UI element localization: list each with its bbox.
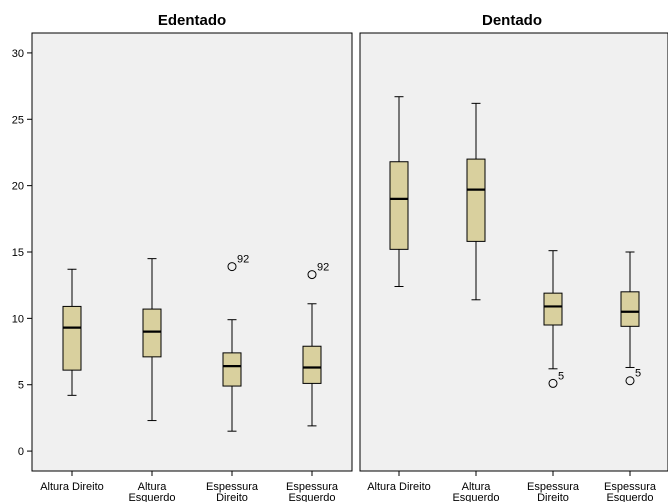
y-tick-label: 20	[12, 181, 24, 193]
y-tick-label: 0	[18, 446, 24, 458]
outlier-point	[625, 376, 635, 386]
panel-title: Dentado	[482, 12, 542, 29]
y-tick-label: 5	[18, 380, 24, 392]
box-iqr	[620, 291, 640, 327]
panel-background	[359, 32, 668, 472]
box-iqr	[543, 292, 563, 326]
outlier-label: 5	[558, 370, 564, 382]
category-label: Altura Direito	[40, 481, 104, 493]
box-iqr	[222, 352, 242, 387]
category-label: Direito	[537, 492, 569, 502]
outlier-point	[307, 270, 317, 280]
category-label: Espessura	[527, 481, 580, 493]
outlier-point	[227, 262, 237, 272]
category-label: Espessura	[286, 481, 339, 493]
panel-background	[31, 32, 353, 472]
category-label: Espessura	[206, 481, 259, 493]
outlier-label: 5	[635, 368, 641, 380]
box-1: Altura Direito	[367, 96, 431, 493]
y-tick-label: 10	[12, 313, 24, 325]
category-label: Esquerdo	[128, 492, 175, 502]
box-iqr	[142, 308, 162, 358]
y-tick-label: 15	[12, 247, 24, 259]
box-iqr	[62, 305, 82, 371]
category-label: Esquerdo	[606, 492, 653, 502]
y-axis: 0 5 10 15 20 25 30	[12, 48, 32, 458]
category-label: Altura Direito	[367, 481, 431, 493]
category-label: Esquerdo	[452, 492, 499, 502]
panel-title: Edentado	[158, 12, 226, 29]
category-label: Esquerdo	[288, 492, 335, 502]
category-label: Espessura	[604, 481, 657, 493]
box-iqr	[302, 345, 322, 384]
y-tick-label: 30	[12, 48, 24, 60]
category-label: Altura	[138, 481, 168, 493]
box-iqr	[466, 158, 486, 242]
y-tick-label: 25	[12, 114, 24, 126]
box-1: Altura Direito	[40, 268, 104, 493]
outlier-label: 92	[317, 262, 329, 274]
category-label: Altura	[462, 481, 492, 493]
category-label: Direito	[216, 492, 248, 502]
outlier-label: 92	[237, 254, 249, 266]
box-iqr	[389, 161, 409, 250]
outlier-point	[548, 378, 558, 388]
